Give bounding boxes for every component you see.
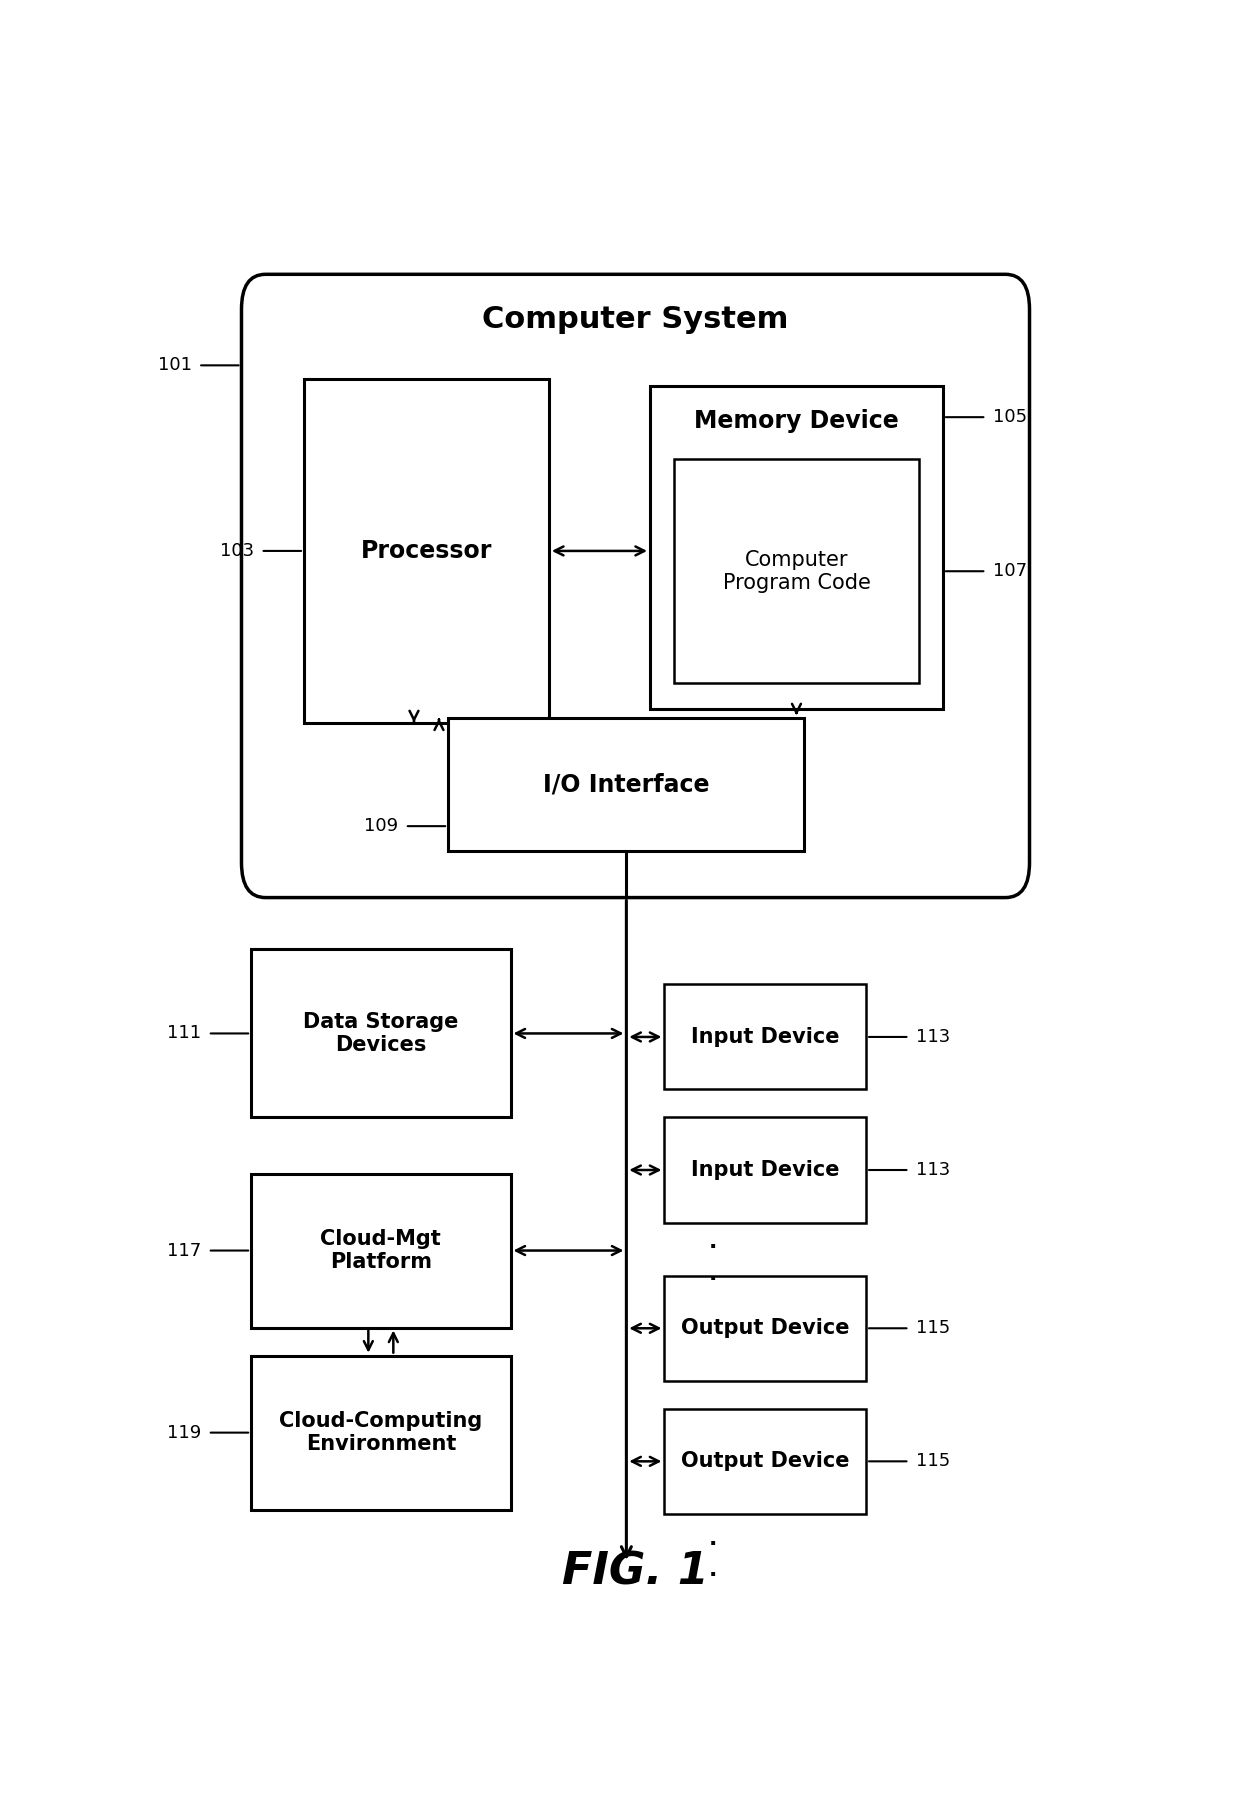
Text: 115: 115	[916, 1452, 950, 1470]
Text: FIG. 1: FIG. 1	[562, 1552, 709, 1593]
Text: Input Device: Input Device	[691, 1028, 839, 1048]
Text: I/O Interface: I/O Interface	[543, 773, 709, 797]
Text: 103: 103	[219, 542, 254, 560]
Text: Computer
Program Code: Computer Program Code	[723, 549, 870, 593]
Text: Output Device: Output Device	[681, 1452, 849, 1472]
Bar	[665, 1408, 866, 1513]
Text: .: .	[709, 1264, 717, 1284]
Text: 119: 119	[167, 1424, 201, 1442]
Text: .: .	[709, 1530, 717, 1550]
Bar	[448, 719, 804, 851]
Text: Output Device: Output Device	[681, 1319, 849, 1339]
Text: 101: 101	[157, 357, 191, 375]
Text: 113: 113	[916, 1028, 950, 1046]
Bar	[665, 984, 866, 1090]
Text: 109: 109	[365, 817, 398, 835]
Text: 111: 111	[167, 1024, 201, 1042]
Text: 117: 117	[167, 1242, 201, 1259]
Text: Processor: Processor	[361, 538, 492, 562]
Text: 107: 107	[993, 562, 1027, 580]
Text: Memory Device: Memory Device	[694, 409, 899, 433]
Bar	[665, 1117, 866, 1222]
Text: 105: 105	[993, 407, 1027, 426]
Text: 115: 115	[916, 1319, 950, 1337]
Text: .: .	[709, 1561, 717, 1581]
Bar	[250, 950, 511, 1117]
Text: Computer System: Computer System	[482, 306, 789, 335]
Bar	[304, 380, 549, 722]
FancyBboxPatch shape	[242, 275, 1029, 897]
Bar	[250, 1355, 511, 1510]
Text: Cloud-Computing
Environment: Cloud-Computing Environment	[279, 1412, 482, 1453]
Text: 113: 113	[916, 1161, 950, 1179]
Bar	[675, 458, 919, 684]
Text: Input Device: Input Device	[691, 1161, 839, 1181]
Bar	[250, 1173, 511, 1328]
Text: Cloud-Mgt
Platform: Cloud-Mgt Platform	[320, 1230, 441, 1271]
Bar	[650, 386, 942, 709]
Text: .: .	[709, 1231, 717, 1251]
Bar	[665, 1275, 866, 1381]
Text: Data Storage
Devices: Data Storage Devices	[303, 1011, 459, 1055]
